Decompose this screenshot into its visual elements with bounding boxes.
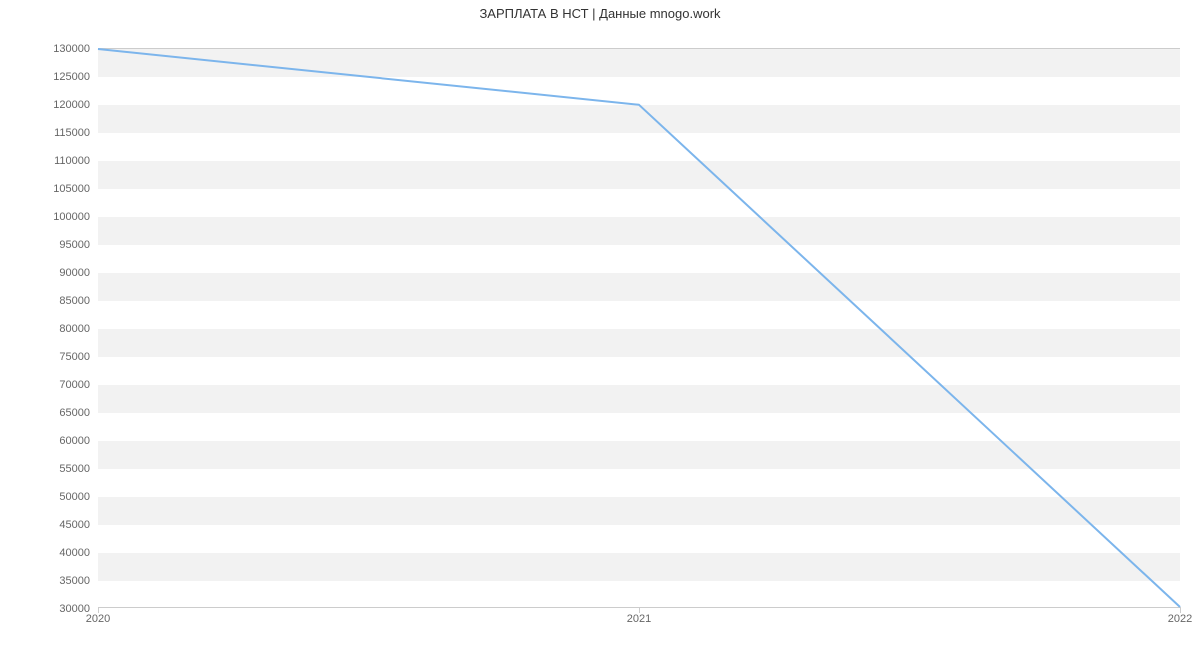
x-axis-label: 2020 [86, 613, 110, 625]
y-axis-label: 95000 [59, 239, 90, 251]
y-axis-label: 105000 [53, 183, 90, 195]
y-axis-label: 115000 [54, 127, 90, 139]
chart-line-layer [98, 49, 1180, 607]
y-axis-label: 60000 [59, 435, 90, 447]
y-axis-label: 110000 [54, 155, 90, 167]
y-axis-label: 100000 [53, 211, 90, 223]
x-axis-label: 2021 [627, 613, 651, 625]
y-axis-label: 65000 [59, 407, 90, 419]
y-axis-label: 130000 [53, 43, 90, 55]
series-line [98, 49, 1180, 607]
x-axis-tick [639, 607, 640, 613]
y-axis-label: 125000 [53, 71, 90, 83]
y-axis-label: 40000 [59, 547, 90, 559]
y-axis-label: 75000 [59, 351, 90, 363]
y-axis-label: 85000 [59, 295, 90, 307]
y-axis-label: 70000 [59, 379, 90, 391]
y-axis-label: 120000 [53, 99, 90, 111]
x-axis-label: 2022 [1168, 613, 1192, 625]
y-axis-label: 90000 [59, 267, 90, 279]
plot-area: 3000035000400004500050000550006000065000… [98, 48, 1180, 608]
x-axis-tick [98, 607, 99, 613]
y-axis-label: 35000 [59, 575, 90, 587]
y-axis-label: 55000 [59, 463, 90, 475]
line-chart: ЗАРПЛАТА В НСТ | Данные mnogo.work 30000… [0, 0, 1200, 650]
chart-title: ЗАРПЛАТА В НСТ | Данные mnogo.work [0, 6, 1200, 21]
x-axis-tick [1180, 607, 1181, 613]
y-axis-label: 45000 [59, 519, 90, 531]
y-axis-label: 50000 [59, 491, 90, 503]
y-axis-label: 80000 [59, 323, 90, 335]
